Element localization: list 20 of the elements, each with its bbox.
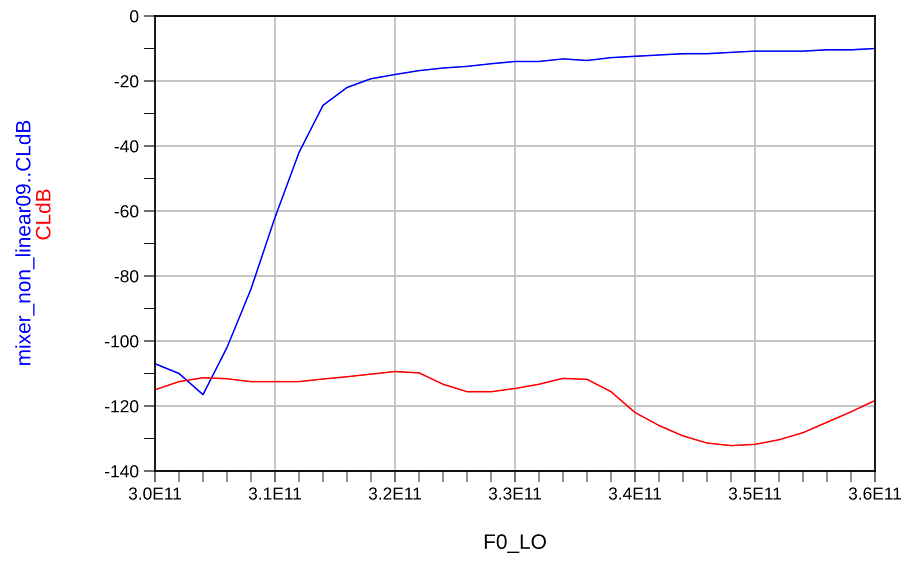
line-series bbox=[155, 370, 875, 446]
y-tick-label: -80 bbox=[114, 270, 138, 282]
y-tick-label: -140 bbox=[105, 465, 138, 478]
x-tick-label: 3.4E11 bbox=[608, 487, 662, 500]
line-series bbox=[155, 48, 875, 396]
x-tick-label: 3.3E11 bbox=[488, 487, 542, 500]
y-tick-label: -40 bbox=[114, 140, 138, 152]
text: CLdB bbox=[35, 189, 51, 240]
text: mixer_non_linear09..CLdB bbox=[15, 120, 35, 365]
x-tick-label: 3.5E11 bbox=[728, 487, 782, 500]
x-tick-label: 3.6E11 bbox=[848, 487, 902, 500]
y-tick-label: -60 bbox=[114, 205, 138, 218]
y-tick-label: 0 bbox=[130, 10, 138, 22]
x-tick-label: 3.1E11 bbox=[248, 487, 302, 500]
x-axis-title: F0_LO bbox=[484, 534, 546, 553]
y-tick-label: -120 bbox=[105, 400, 138, 412]
x-tick-label: 3.0E11 bbox=[128, 487, 182, 500]
y-tick-label: -20 bbox=[114, 75, 138, 88]
y-tick-label: -100 bbox=[105, 335, 138, 348]
x-tick-label: 3.2E11 bbox=[368, 487, 422, 500]
